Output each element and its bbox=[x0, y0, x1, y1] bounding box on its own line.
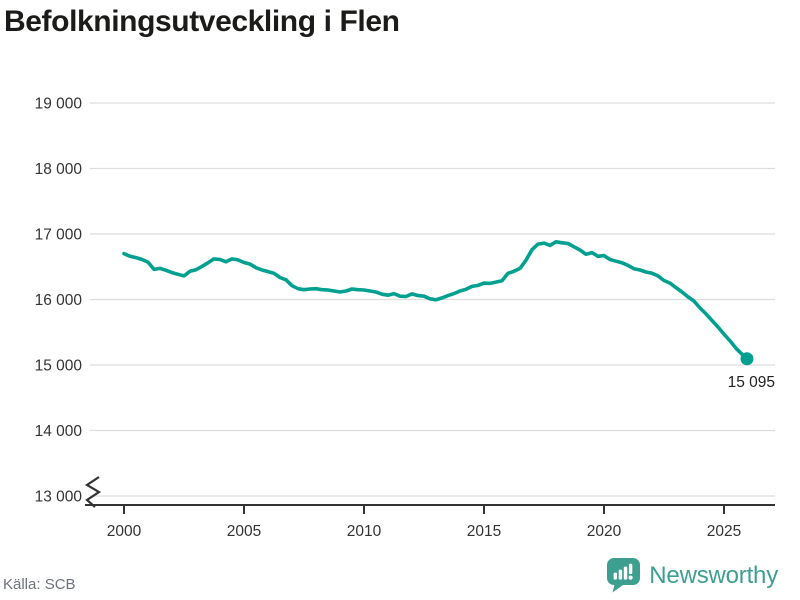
x-axis-label: 2005 bbox=[227, 523, 261, 540]
population-line bbox=[122, 240, 749, 361]
y-axis-label: 13 000 bbox=[35, 489, 83, 506]
x-axis-label: 2015 bbox=[467, 523, 501, 540]
newsworthy-logo: Newsworthy bbox=[607, 558, 778, 593]
y-axis-label: 18 000 bbox=[35, 161, 83, 178]
y-axis-label: 14 000 bbox=[35, 423, 83, 440]
y-axis-label: 15 000 bbox=[35, 358, 83, 375]
axis-break-icon bbox=[84, 476, 102, 508]
x-axis-label: 2020 bbox=[587, 523, 622, 540]
x-axis-label: 2010 bbox=[347, 523, 382, 540]
end-point-dot bbox=[740, 352, 754, 366]
y-axis-label: 19 000 bbox=[35, 96, 83, 113]
newsworthy-icon bbox=[607, 558, 641, 593]
chart-title: Befolkningsutveckling i Flen bbox=[4, 5, 400, 38]
source-label: Källa: SCB bbox=[3, 576, 76, 593]
newsworthy-wordmark: Newsworthy bbox=[649, 561, 778, 589]
y-axis-label: 16 000 bbox=[35, 292, 83, 309]
y-axis-label: 17 000 bbox=[35, 227, 83, 244]
x-axis-label: 2025 bbox=[707, 523, 741, 540]
x-axis-label: 2000 bbox=[107, 523, 142, 540]
end-value-label: 15 095 bbox=[728, 374, 775, 391]
